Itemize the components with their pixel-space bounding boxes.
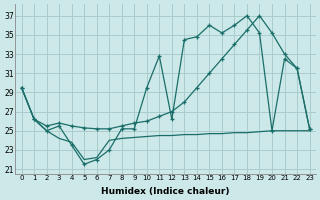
X-axis label: Humidex (Indice chaleur): Humidex (Indice chaleur) [101,187,230,196]
